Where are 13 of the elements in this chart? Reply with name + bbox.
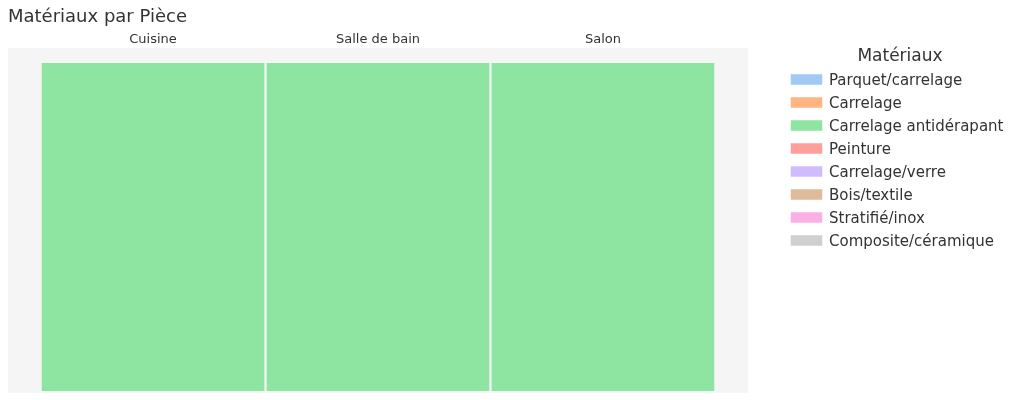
legend-label: Carrelage antidérapant: [829, 116, 1004, 135]
x-tick-label: Cuisine: [129, 30, 177, 46]
legend-label: Peinture: [829, 139, 891, 158]
legend-label: Carrelage: [829, 93, 902, 112]
legend-label: Parquet/carrelage: [829, 70, 963, 89]
legend-label: Carrelage/verre: [829, 162, 946, 181]
x-tick-label: Salle de bain: [335, 30, 421, 46]
chart-title: Matériaux par Pièce: [8, 5, 187, 26]
legend-label: Stratifié/inox: [829, 208, 925, 227]
legend-title: Matériaux: [857, 45, 943, 65]
x-tick-label: Salon: [584, 30, 621, 46]
legend-label: Composite/céramique: [829, 231, 994, 250]
legend-label: Bois/textile: [829, 185, 913, 204]
